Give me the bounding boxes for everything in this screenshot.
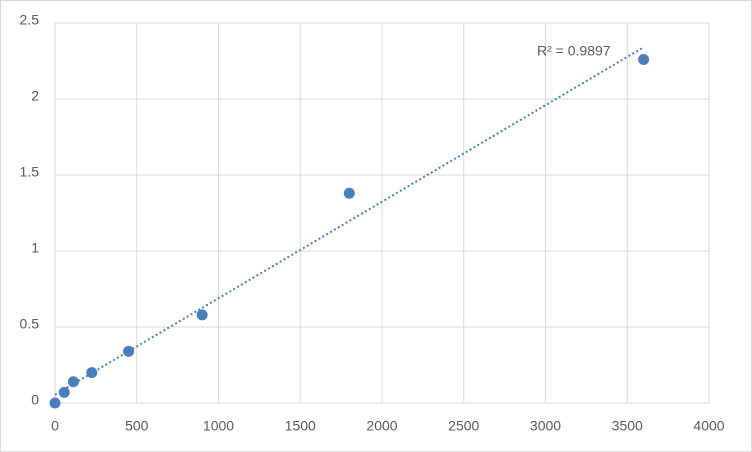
data-point	[58, 386, 70, 398]
data-point	[49, 397, 61, 409]
y-tick-label: 1	[31, 240, 39, 256]
x-tick-label: 4000	[693, 418, 724, 434]
data-point	[638, 53, 650, 65]
trendline	[54, 46, 645, 396]
x-tick-label: 3500	[612, 418, 643, 434]
y-tick-label: 0.5	[20, 316, 40, 332]
x-tick-label: 2500	[448, 418, 479, 434]
x-tick-label: 1500	[285, 418, 316, 434]
data-point	[67, 376, 79, 388]
x-tick-label: 3000	[530, 418, 561, 434]
data-point	[123, 345, 135, 357]
y-tick-label: 0	[31, 392, 39, 408]
data-point	[343, 187, 355, 199]
y-tick-label: 2.5	[20, 12, 40, 28]
data-point	[196, 309, 208, 321]
data-point	[86, 367, 98, 379]
annotation: R² = 0.9897	[537, 43, 611, 59]
x-tick-label: 2000	[366, 418, 397, 434]
y-tick-label: 2	[31, 88, 39, 104]
y-tick-label: 1.5	[20, 164, 40, 180]
x-tick-label: 0	[51, 418, 59, 434]
x-tick-label: 500	[125, 418, 149, 434]
x-tick-label: 1000	[203, 418, 234, 434]
